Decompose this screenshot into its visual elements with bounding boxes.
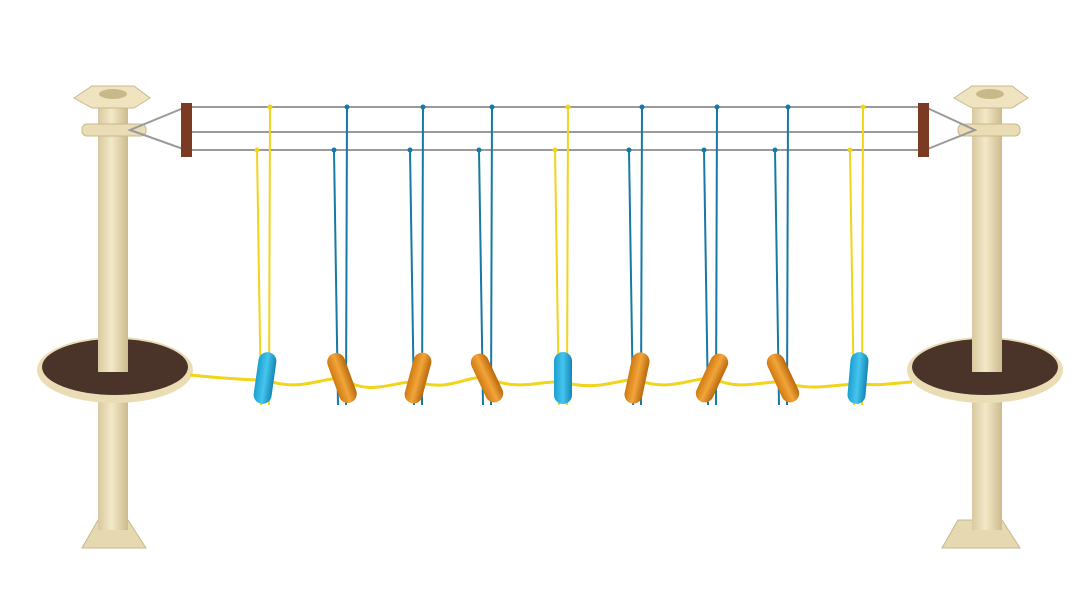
knot [267,104,273,110]
swing-grip [404,352,432,404]
swing-grip [766,353,800,403]
knot [254,147,260,153]
knot [714,104,720,110]
knot [420,104,426,110]
knot [331,147,337,153]
wood-bar [918,103,929,157]
knot [565,104,571,110]
wood-bar [181,103,192,157]
knot [344,104,350,110]
swings [253,104,869,406]
knot [701,147,707,153]
rope [786,106,789,406]
knot [489,104,495,110]
knot [860,104,866,110]
swing-grip [695,353,729,403]
cables [127,106,978,151]
swing-grip [470,353,504,403]
foot-rope [189,373,913,389]
rope [490,106,493,406]
swing-grip [253,352,277,404]
swing-grip [327,353,357,403]
rope [345,106,348,406]
left-post [37,85,193,549]
rope [703,149,709,406]
knot [552,147,558,153]
knot [626,147,632,153]
knot [772,147,778,153]
knot [785,104,791,110]
swing-grip [624,352,650,404]
swing-grip [847,352,869,404]
knot [847,147,853,153]
swing-grip [554,352,572,404]
knot [639,104,645,110]
knot [476,147,482,153]
knot [407,147,413,153]
right-post [907,85,1063,549]
